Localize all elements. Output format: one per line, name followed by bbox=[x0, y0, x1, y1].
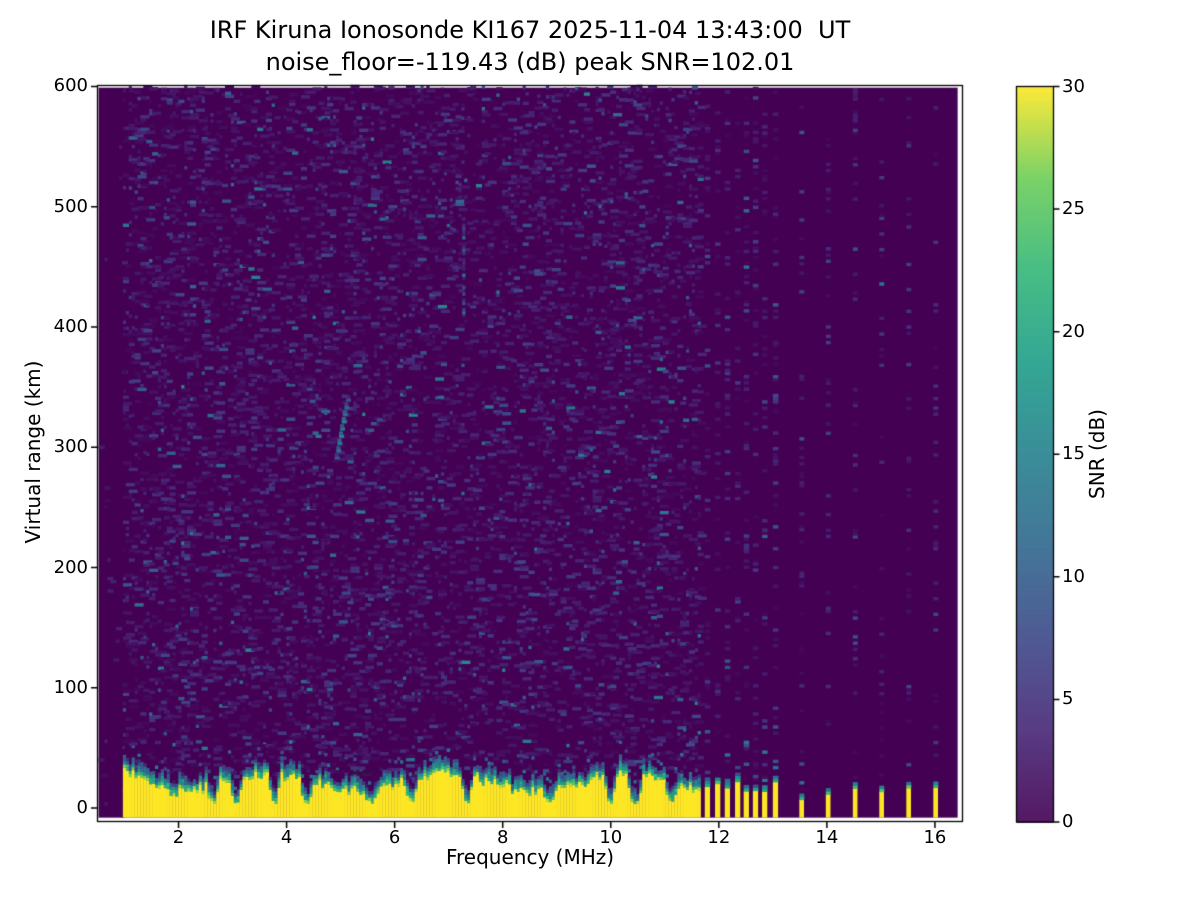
x-tick-label-14: 14 bbox=[815, 827, 839, 848]
y-tick-label-0: 0 bbox=[76, 797, 88, 819]
colorbar-tick-label-25: 25 bbox=[1062, 198, 1085, 220]
y-tick-label-200: 200 bbox=[53, 556, 88, 578]
y-tick-label-300: 300 bbox=[53, 436, 88, 458]
colorbar-tick-label-0: 0 bbox=[1062, 811, 1074, 832]
x-tick-label-16: 16 bbox=[923, 827, 947, 848]
chart-subtitle: noise_floor=-119.43 (dB) peak SNR=102.01 bbox=[265, 48, 795, 76]
x-tick-label-4: 4 bbox=[280, 827, 293, 848]
x-tick-label-6: 6 bbox=[388, 827, 401, 848]
colorbar-tick-label-20: 20 bbox=[1062, 320, 1085, 342]
colorbar-tick-label-10: 10 bbox=[1062, 565, 1085, 587]
x-tick-label-12: 12 bbox=[707, 827, 731, 848]
x-axis-label: Frequency (MHz) bbox=[445, 845, 615, 869]
y-tick-label-600: 600 bbox=[53, 75, 88, 97]
colorbar-tick-label-30: 30 bbox=[1062, 75, 1085, 97]
x-tick-label-8: 8 bbox=[496, 827, 509, 848]
chart-title: IRF Kiruna Ionosonde KI167 2025-11-04 13… bbox=[209, 16, 851, 44]
y-tick-label-400: 400 bbox=[53, 315, 88, 337]
y-tick-label-100: 100 bbox=[53, 676, 88, 698]
colorbar-tick-label-15: 15 bbox=[1062, 443, 1085, 465]
colorbar-label: SNR (dB) bbox=[1085, 409, 1109, 499]
x-tick-label-2: 2 bbox=[172, 827, 185, 848]
colorbar-tick-label-5: 5 bbox=[1062, 688, 1074, 710]
y-tick-label-500: 500 bbox=[53, 195, 88, 217]
x-tick-label-10: 10 bbox=[599, 827, 623, 848]
